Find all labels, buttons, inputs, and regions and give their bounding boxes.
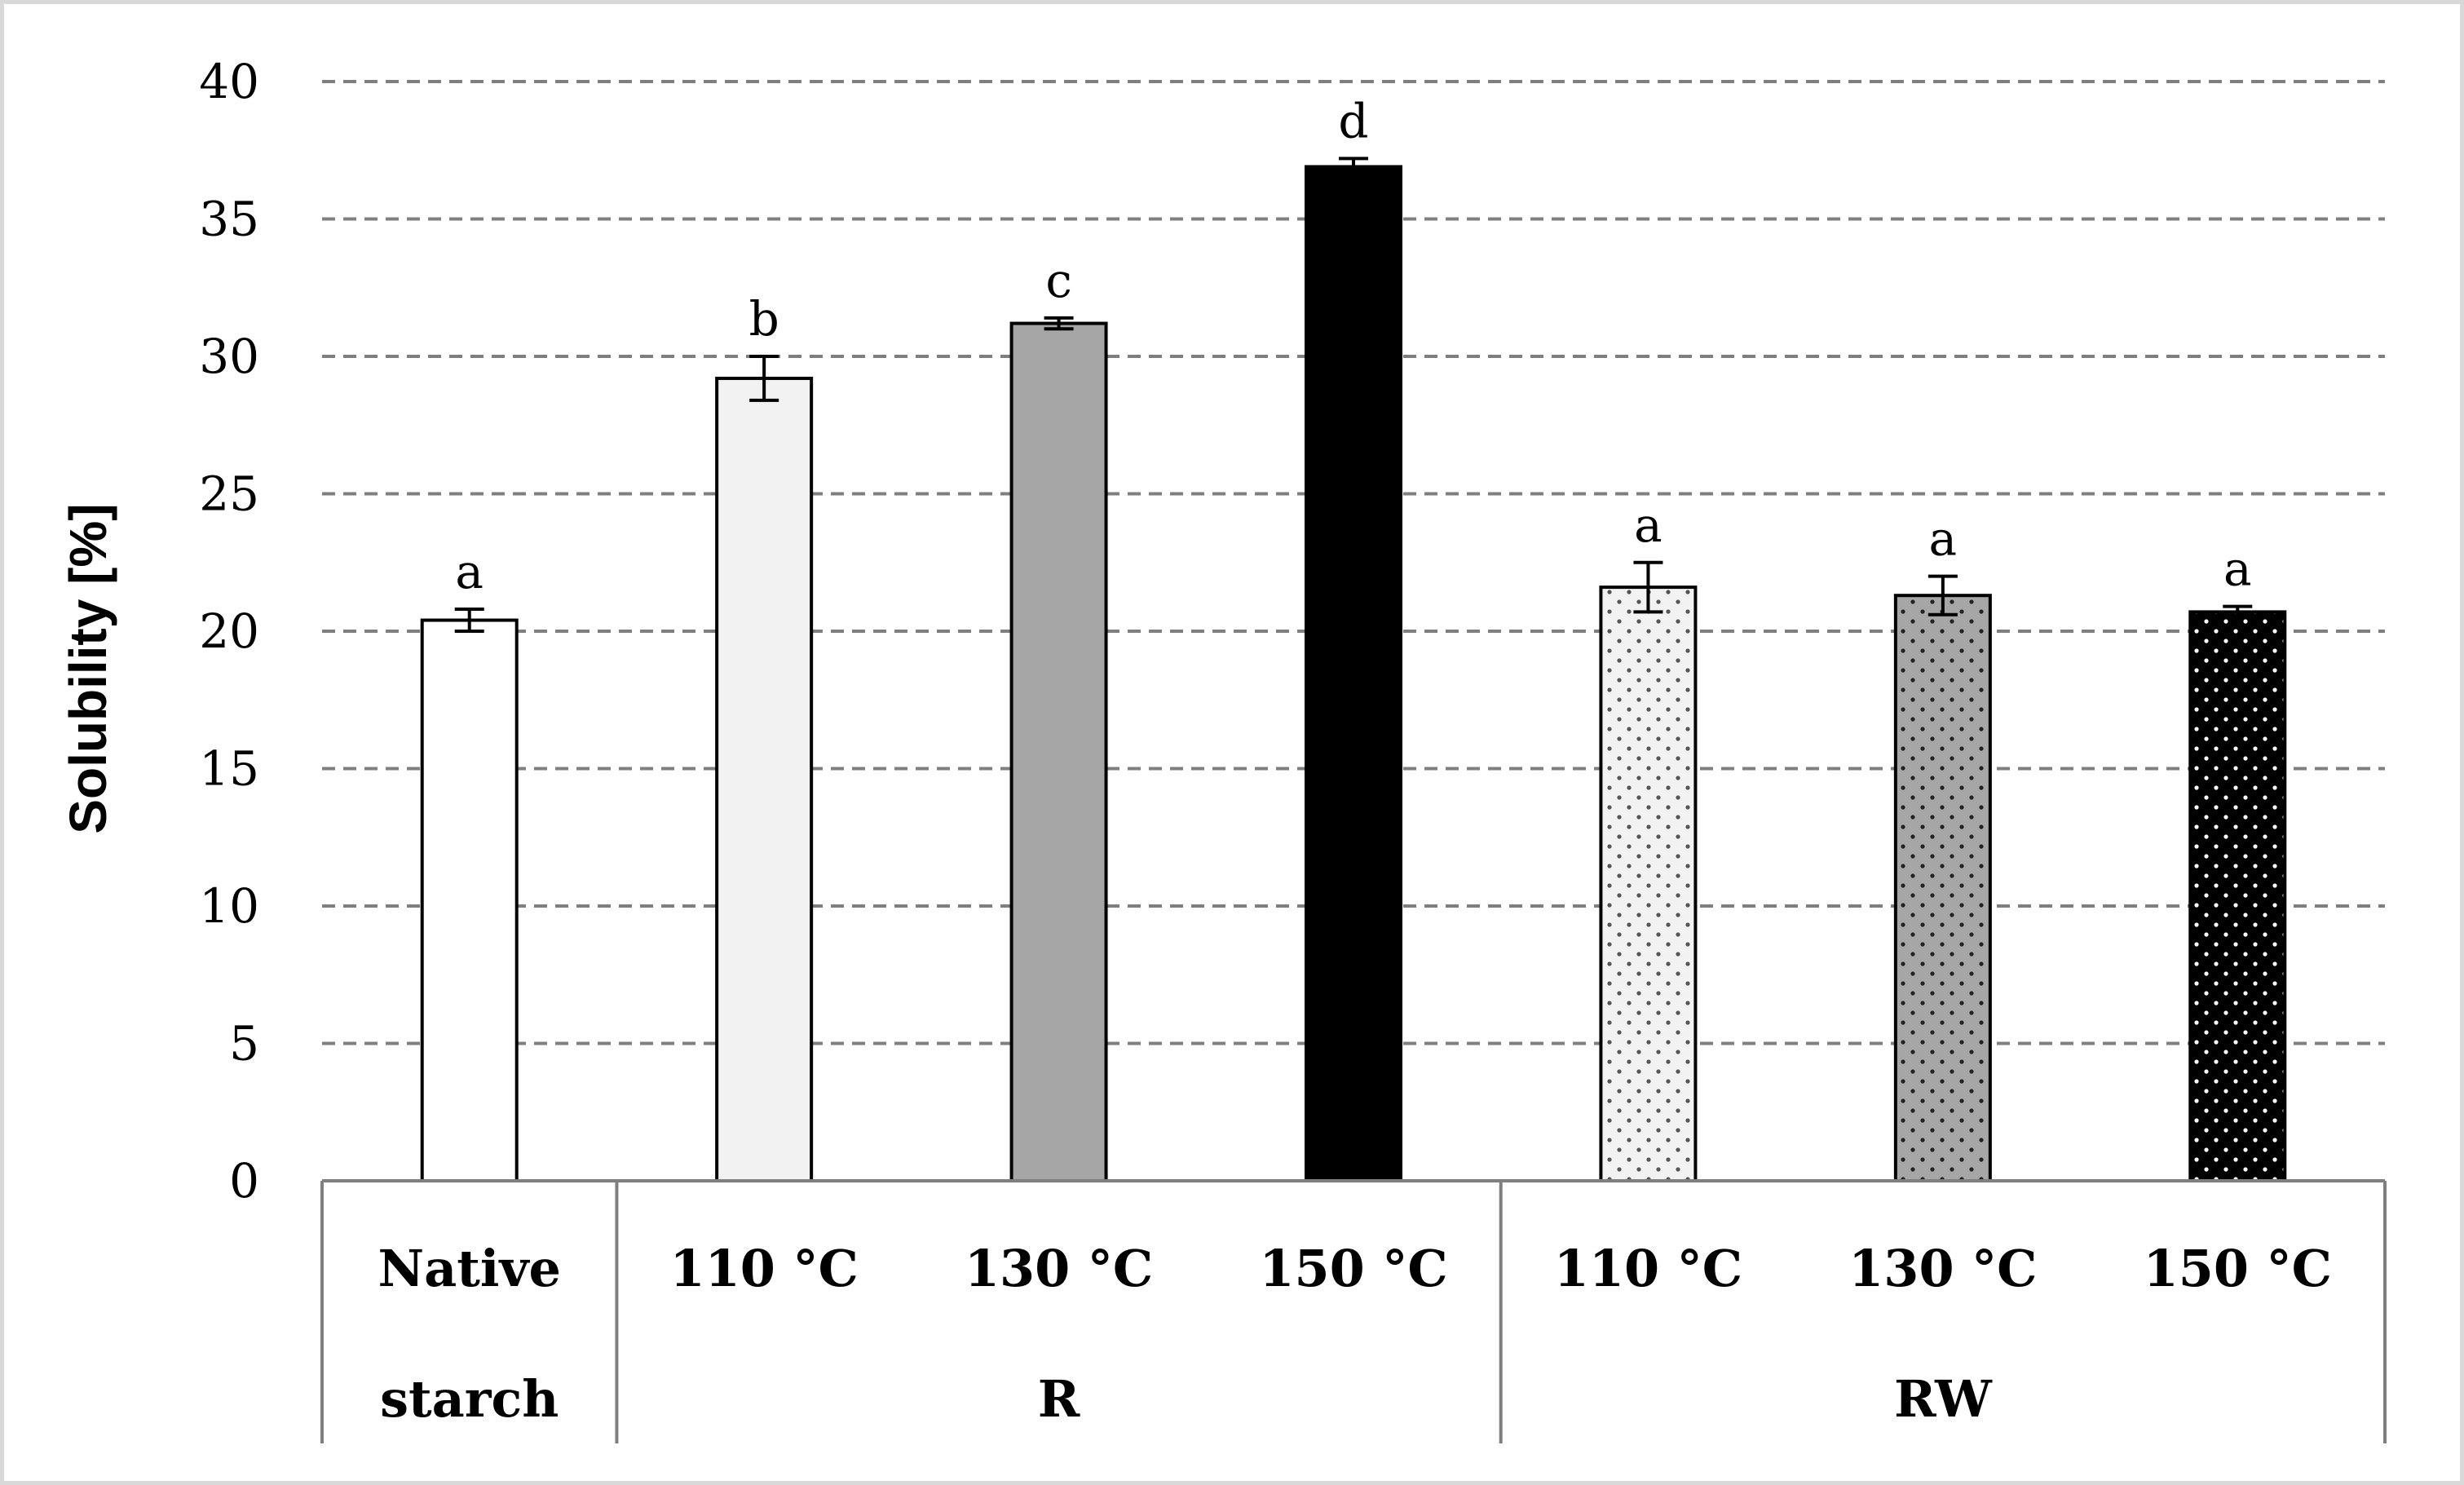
bar [1599,586,1698,1182]
error-bar [1633,560,1663,614]
y-tick-label: 5 [229,1016,259,1072]
significance-label: a [2223,541,2252,597]
y-axis-label: Solubility [%] [59,503,117,833]
category-label: 130 °C [1848,1239,2037,1298]
error-bar [1927,574,1958,617]
significance-labels: a b c d a a a [455,93,2251,599]
group-label-line2: starch [380,1369,559,1429]
category-table: 110 °C 130 °C 150 °C 110 °C 130 °C 150 °C Nati… [320,1179,2387,1443]
category-label: 130 °C [965,1239,1153,1298]
bar [1009,321,1108,1182]
y-tick-label: 15 [199,741,259,797]
gridlines [322,80,2385,1045]
significance-label: c [1045,253,1071,308]
bar [420,618,519,1182]
bar [1305,165,1402,1183]
bars [420,165,2287,1183]
error-bar [454,608,484,633]
bar [2188,610,2287,1182]
y-axis-ticks: 0 5 10 15 20 25 30 35 40 [199,54,259,1209]
group-label: R [1038,1369,1080,1429]
error-bars [454,157,2253,633]
bar [1893,594,1992,1182]
significance-label: a [455,544,484,599]
y-tick-label: 40 [199,54,259,109]
group-label: RW [1894,1369,1993,1429]
category-label: 110 °C [669,1239,858,1298]
y-tick-label: 25 [199,466,259,522]
error-bar [1044,316,1074,331]
y-tick-label: 30 [199,329,259,384]
significance-label: d [1338,93,1368,148]
y-tick-label: 10 [199,878,259,934]
y-tick-label: 0 [229,1153,259,1209]
category-label: 150 °C [2144,1239,2332,1298]
y-tick-label: 20 [199,603,259,659]
error-bar [2223,604,2253,620]
error-bar [1339,157,1368,177]
significance-label: a [1929,511,1958,567]
error-bar [749,355,779,402]
bar [715,376,814,1182]
category-label: 110 °C [1554,1239,1742,1298]
category-label: 150 °C [1259,1239,1447,1298]
group-label-line1: Native [378,1239,561,1298]
y-tick-label: 35 [199,192,259,247]
significance-label: a [1634,497,1663,553]
significance-label: b [749,291,779,347]
